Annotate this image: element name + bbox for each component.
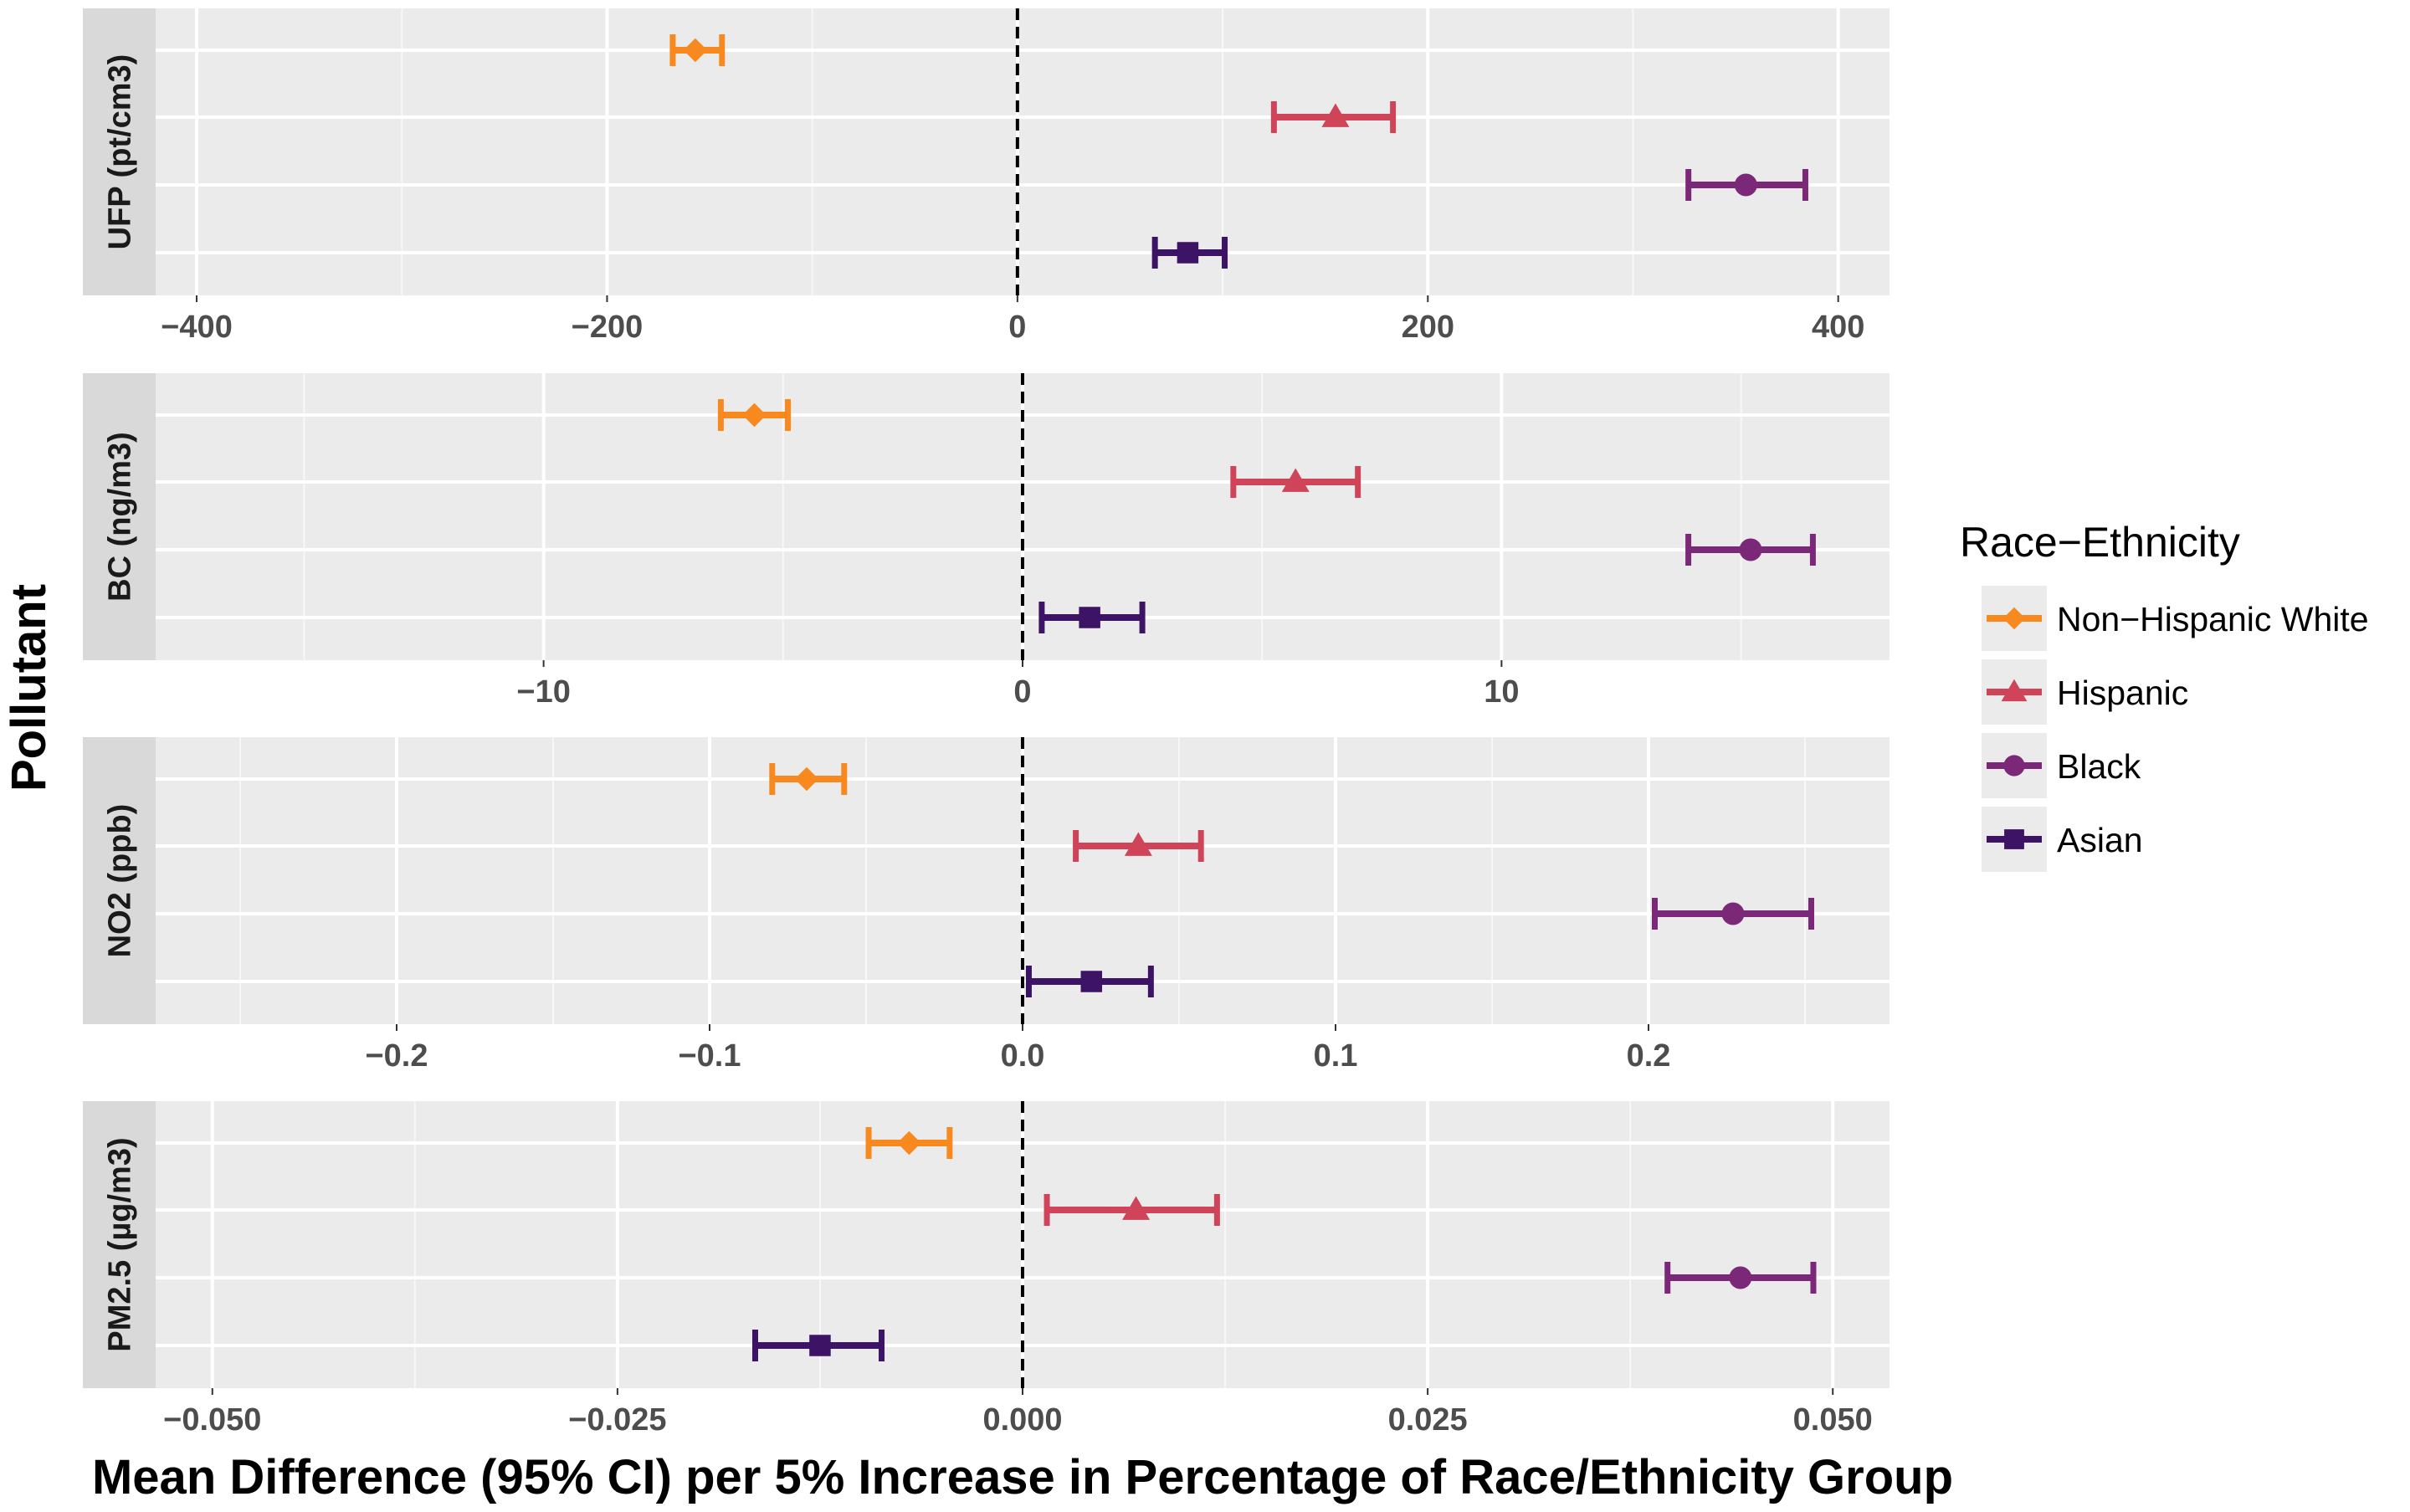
x-tick-label: 0 [1013,674,1031,710]
legend-key-marker [2002,607,2026,630]
estimate-marker [1079,607,1100,628]
x-tick-label: −0.2 [365,1038,428,1074]
legend: Race−Ethnicity Non−Hispanic White Hispani… [1960,519,2369,872]
x-tick-label: −0.025 [568,1402,666,1438]
x-tick-label: −10 [516,674,570,710]
panel-strip [83,8,156,295]
estimate-marker [742,402,767,428]
point-hispanic [1270,101,1397,133]
panel-no2-ppb: NO2 (ppb) −0.2 −0.1 0.0 0.1 0.2 [83,737,1890,1074]
point-non-hispanic-white [865,1127,953,1159]
panel-strip-label: UFP (pt/cm3) [103,54,138,250]
x-tick-label: 10 [1484,674,1519,710]
y-axis-title: Pollutant [2,584,56,792]
x-tick-label: 0.2 [1627,1038,1671,1074]
legend-key-marker [2001,679,2028,702]
legend-item-non-hispanic-white: Non−Hispanic White [1982,586,2369,651]
legend-label: Non−Hispanic White [2057,600,2369,638]
legend-item-hispanic: Hispanic [1982,659,2188,725]
panel-strip-label: NO2 (ppb) [103,804,138,958]
x-axis-title: Mean Difference (95% CI) per 5% Increase… [92,1450,1953,1504]
estimate-marker [1734,173,1757,197]
point-non-hispanic-white [717,399,792,431]
legend-items: Non−Hispanic White Hispanic Black Asian [1982,586,2369,872]
x-tick-label: −0.050 [163,1402,261,1438]
point-black [1651,898,1814,930]
panel-strip-label: BC (ng/m3) [103,432,138,602]
panel-strip-label: PM2.5 (µg/m3) [103,1137,138,1351]
estimate-marker [1281,468,1310,492]
point-non-hispanic-white [769,763,848,795]
x-tick-label: 0.1 [1314,1038,1358,1074]
estimate-marker [1122,1196,1151,1220]
legend-key-marker [2004,829,2024,849]
x-tick-label: 0.050 [1793,1402,1873,1438]
point-asian [1038,602,1146,633]
point-black [1664,1262,1817,1294]
point-black [1685,534,1816,566]
estimate-marker [683,38,708,63]
estimate-marker [1080,971,1103,992]
legend-label: Black [2057,747,2141,786]
x-tick-label: −200 [572,310,644,345]
legend-item-asian: Asian [1982,807,2143,872]
x-tick-label: 0 [1008,310,1026,345]
point-asian [1025,966,1154,997]
panel-bc-ng-m3: BC (ng/m3) −10 0 10 [83,373,1890,710]
point-black [1685,169,1808,201]
x-tick-label: −0.1 [678,1038,741,1074]
panels-layer: UFP (pt/cm3) −400 −200 0 200 400 BC (ng/m3) −10… [83,8,1890,1438]
x-tick-label: 0.0 [1001,1038,1045,1074]
point-asian [751,1330,885,1361]
estimate-marker [1321,103,1350,127]
point-asian [1151,237,1228,269]
panel-ufp-pt-cm3: UFP (pt/cm3) −400 −200 0 200 400 [83,8,1890,345]
estimate-marker [794,766,819,792]
estimate-marker [1721,902,1745,925]
panel-strip [83,1101,156,1388]
estimate-marker [897,1130,921,1156]
panel-background [156,8,1890,295]
panel-strip [83,737,156,1024]
x-tick-label: 200 [1402,310,1454,345]
x-tick-label: −400 [161,310,233,345]
legend-label: Hispanic [2057,674,2188,712]
point-non-hispanic-white [669,34,726,66]
x-tick-label: 0.000 [982,1402,1062,1438]
estimate-marker [1177,242,1199,264]
panel-pm2-5-g-m3: PM2.5 (µg/m3) −0.050 −0.025 0.000 0.025 0.050 [83,1101,1890,1438]
x-tick-label: 0.025 [1388,1402,1468,1438]
x-tick-label: 400 [1812,310,1864,345]
estimate-marker [1124,832,1152,856]
point-hispanic [1043,1194,1220,1226]
point-hispanic [1073,830,1204,862]
legend-label: Asian [2057,821,2143,859]
panel-strip [83,373,156,660]
estimate-marker [1729,1266,1752,1289]
estimate-marker [1739,538,1762,561]
estimate-marker [809,1335,831,1356]
legend-title: Race−Ethnicity [1960,519,2240,566]
legend-key-marker [2003,755,2025,777]
point-hispanic [1230,466,1361,498]
legend-item-black: Black [1982,733,2141,798]
